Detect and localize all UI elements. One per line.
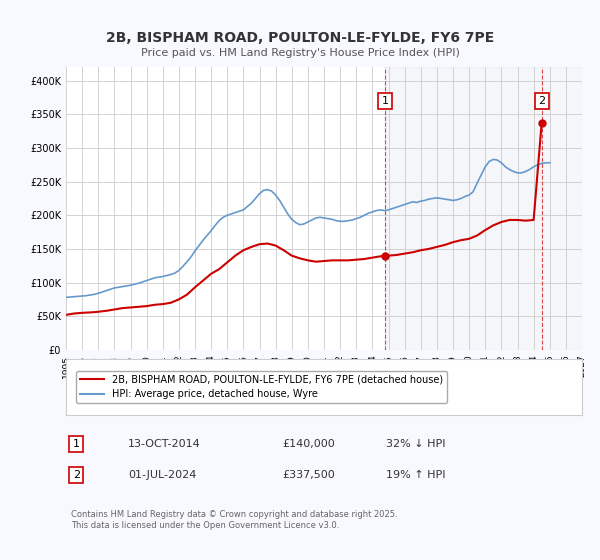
Text: £337,500: £337,500 (283, 470, 335, 480)
Text: £140,000: £140,000 (283, 439, 335, 449)
Text: 2: 2 (538, 96, 545, 106)
Text: Contains HM Land Registry data © Crown copyright and database right 2025.
This d: Contains HM Land Registry data © Crown c… (71, 511, 398, 530)
Text: 2B, BISPHAM ROAD, POULTON-LE-FYLDE, FY6 7PE: 2B, BISPHAM ROAD, POULTON-LE-FYLDE, FY6 … (106, 31, 494, 45)
Bar (385, 67, 582, 350)
Text: 1: 1 (73, 439, 80, 449)
Legend: 2B, BISPHAM ROAD, POULTON-LE-FYLDE, FY6 7PE (detached house), HPI: Average price: 2B, BISPHAM ROAD, POULTON-LE-FYLDE, FY6 … (76, 371, 447, 403)
Text: 13-OCT-2014: 13-OCT-2014 (128, 439, 200, 449)
Text: 2: 2 (73, 470, 80, 480)
Text: 1: 1 (382, 96, 389, 106)
Text: Price paid vs. HM Land Registry's House Price Index (HPI): Price paid vs. HM Land Registry's House … (140, 48, 460, 58)
Text: 01-JUL-2024: 01-JUL-2024 (128, 470, 196, 480)
Text: 19% ↑ HPI: 19% ↑ HPI (386, 470, 445, 480)
Text: 32% ↓ HPI: 32% ↓ HPI (386, 439, 445, 449)
